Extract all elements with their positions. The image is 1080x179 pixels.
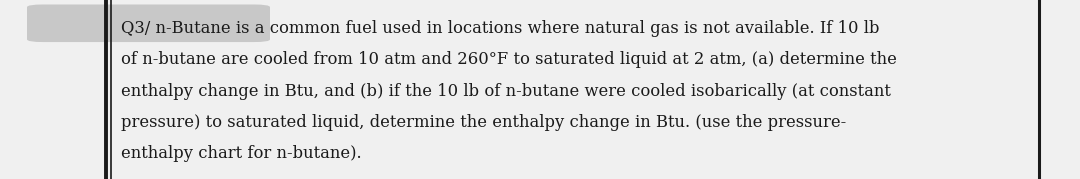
- Text: Q3/ n-Butane is a common fuel used in locations where natural gas is not availab: Q3/ n-Butane is a common fuel used in lo…: [121, 20, 879, 37]
- Text: enthalpy change in Btu, and (b) if the 10 lb of n-butane were cooled isobaricall: enthalpy change in Btu, and (b) if the 1…: [121, 83, 891, 100]
- FancyBboxPatch shape: [27, 4, 270, 42]
- Text: of n-butane are cooled from 10 atm and 260°F to saturated liquid at 2 atm, (a) d: of n-butane are cooled from 10 atm and 2…: [121, 52, 896, 68]
- Text: enthalpy chart for n-butane).: enthalpy chart for n-butane).: [121, 146, 362, 162]
- Text: pressure) to saturated liquid, determine the enthalpy change in Btu. (use the pr: pressure) to saturated liquid, determine…: [121, 114, 847, 131]
